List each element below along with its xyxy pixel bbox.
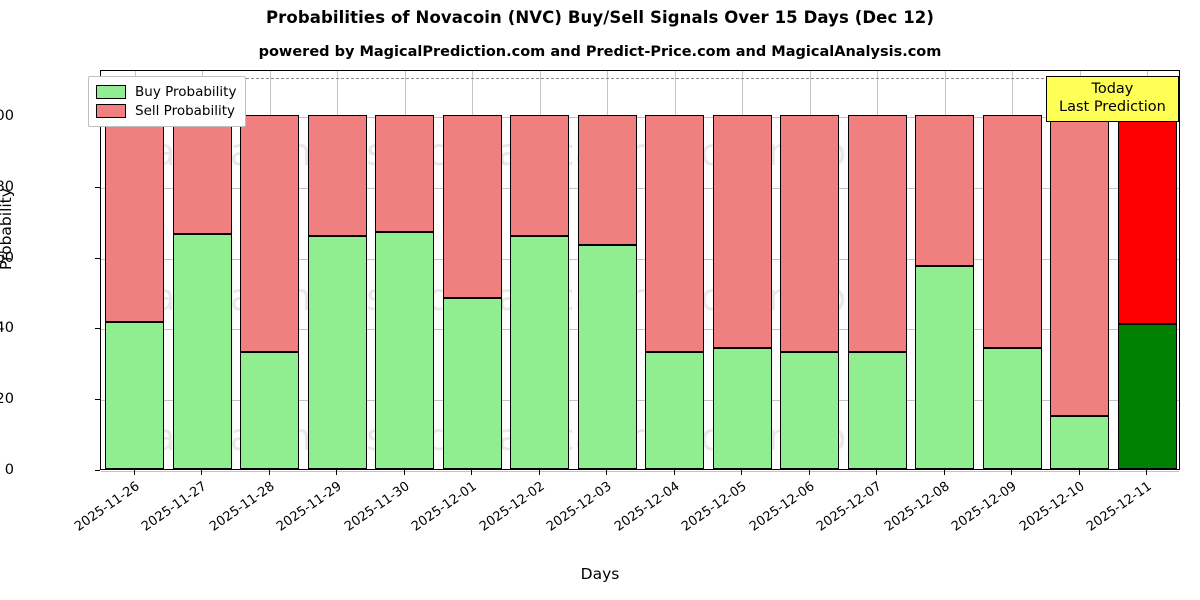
bar-segment-sell[interactable] — [577, 115, 637, 246]
x-axis-tick-mark — [1078, 470, 1080, 475]
y-axis-tick-mark — [95, 399, 100, 401]
plot-area: MagicalAnalysis.comMagicalPrediction.com… — [100, 70, 1180, 472]
gridline-horizontal — [101, 329, 1179, 331]
bar-segment-sell[interactable] — [645, 115, 705, 353]
bar-stack[interactable] — [712, 69, 772, 469]
x-axis-tick-mark — [403, 470, 405, 475]
gridline-horizontal — [101, 187, 1179, 189]
gridline-horizontal — [101, 258, 1179, 260]
y-axis-tick-label: 80 — [0, 178, 14, 195]
bar-stack[interactable] — [847, 69, 907, 469]
bar-stack[interactable] — [577, 69, 637, 469]
bar-segment-buy[interactable] — [510, 236, 570, 469]
bar-segment-buy[interactable] — [847, 352, 907, 469]
bar-segment-sell[interactable] — [510, 115, 570, 237]
bar-segment-buy[interactable] — [780, 352, 840, 469]
bar-segment-sell[interactable] — [105, 115, 165, 323]
bar-stack[interactable] — [105, 69, 165, 469]
y-axis-tick-label: 100 — [0, 108, 14, 125]
x-axis-tick-mark — [808, 470, 810, 475]
legend-swatch-buy — [96, 84, 126, 99]
reference-line — [101, 78, 1179, 80]
bar-stack[interactable] — [172, 69, 232, 469]
x-axis-tick-mark — [201, 470, 203, 475]
bar-segment-buy[interactable] — [712, 347, 772, 469]
bar-segment-buy[interactable] — [240, 352, 300, 469]
bar-stack[interactable] — [375, 69, 435, 469]
gridline-horizontal — [101, 400, 1179, 402]
bar-segment-sell[interactable] — [780, 115, 840, 353]
bar-segment-buy[interactable] — [1050, 415, 1110, 469]
chart-subtitle: powered by MagicalPrediction.com and Pre… — [258, 44, 942, 60]
legend-swatch-sell — [96, 103, 126, 118]
bar-segment-sell[interactable] — [847, 115, 907, 353]
chart-legend: Buy Probability Sell Probability — [88, 76, 247, 127]
bars-layer — [101, 71, 1179, 469]
x-axis-tick-mark — [943, 470, 945, 475]
x-axis-tick-mark — [538, 470, 540, 475]
bar-segment-buy[interactable] — [1117, 323, 1177, 469]
legend-label-buy: Buy Probability — [135, 83, 237, 100]
gridline-horizontal — [101, 117, 1179, 119]
bar-stack[interactable] — [442, 69, 502, 469]
bar-stack[interactable] — [1117, 69, 1177, 469]
bar-segment-buy[interactable] — [375, 231, 435, 469]
bar-segment-buy[interactable] — [172, 234, 232, 469]
y-axis-tick-label: 60 — [0, 249, 14, 266]
bar-segment-buy[interactable] — [577, 245, 637, 469]
bar-stack[interactable] — [982, 69, 1042, 469]
x-axis-tick-mark — [1146, 470, 1148, 475]
bar-stack[interactable] — [307, 69, 367, 469]
today-annotation-line2: Last Prediction — [1059, 99, 1166, 115]
bar-stack[interactable] — [240, 69, 300, 469]
bar-segment-buy[interactable] — [982, 347, 1042, 469]
bar-stack[interactable] — [1050, 69, 1110, 469]
y-axis-label: Probability — [0, 188, 15, 270]
x-axis-label: Days — [580, 565, 620, 583]
gridline-horizontal — [101, 471, 1179, 472]
bar-segment-sell[interactable] — [982, 115, 1042, 348]
x-axis-tick-mark — [673, 470, 675, 475]
bar-segment-buy[interactable] — [105, 322, 165, 469]
y-axis-tick-label: 20 — [0, 391, 14, 408]
bar-segment-sell[interactable] — [1117, 115, 1177, 324]
bar-segment-sell[interactable] — [915, 115, 975, 266]
chart-title: Probabilities of Novacoin (NVC) Buy/Sell… — [265, 8, 934, 27]
bar-stack[interactable] — [780, 69, 840, 469]
bar-segment-sell[interactable] — [375, 115, 435, 232]
bar-segment-buy[interactable] — [307, 236, 367, 469]
bar-segment-buy[interactable] — [442, 298, 502, 469]
y-axis-tick-label: 0 — [4, 462, 14, 478]
bar-segment-sell[interactable] — [240, 115, 300, 353]
bar-stack[interactable] — [915, 69, 975, 469]
bar-stack[interactable] — [645, 69, 705, 469]
x-axis-tick-mark — [606, 470, 608, 475]
bar-segment-sell[interactable] — [442, 115, 502, 299]
y-axis-tick-mark — [95, 470, 100, 471]
x-axis-tick-mark — [471, 470, 473, 475]
today-annotation-line1: Today — [1091, 81, 1134, 97]
bar-segment-buy[interactable] — [645, 352, 705, 469]
bar-segment-sell[interactable] — [307, 115, 367, 237]
y-axis-tick-mark — [95, 257, 100, 259]
y-axis-tick-label: 40 — [0, 320, 14, 337]
today-annotation: Today Last Prediction — [1046, 76, 1179, 122]
x-axis-tick-mark — [876, 470, 878, 475]
bar-stack[interactable] — [510, 69, 570, 469]
bar-segment-sell[interactable] — [1050, 115, 1110, 416]
y-axis-tick-mark — [95, 328, 100, 330]
legend-label-sell: Sell Probability — [135, 102, 236, 119]
x-axis-tick-mark — [336, 470, 338, 475]
x-axis-tick-mark — [133, 470, 135, 475]
x-axis-tick-mark — [268, 470, 270, 475]
bar-segment-buy[interactable] — [915, 265, 975, 469]
bar-segment-sell[interactable] — [712, 115, 772, 348]
legend-item-buy: Buy Probability — [96, 82, 236, 101]
bar-segment-sell[interactable] — [172, 115, 232, 235]
x-axis-tick-mark — [1011, 470, 1013, 475]
y-axis-tick-mark — [95, 186, 100, 188]
x-axis-tick-mark — [741, 470, 743, 475]
legend-item-sell: Sell Probability — [96, 101, 236, 120]
